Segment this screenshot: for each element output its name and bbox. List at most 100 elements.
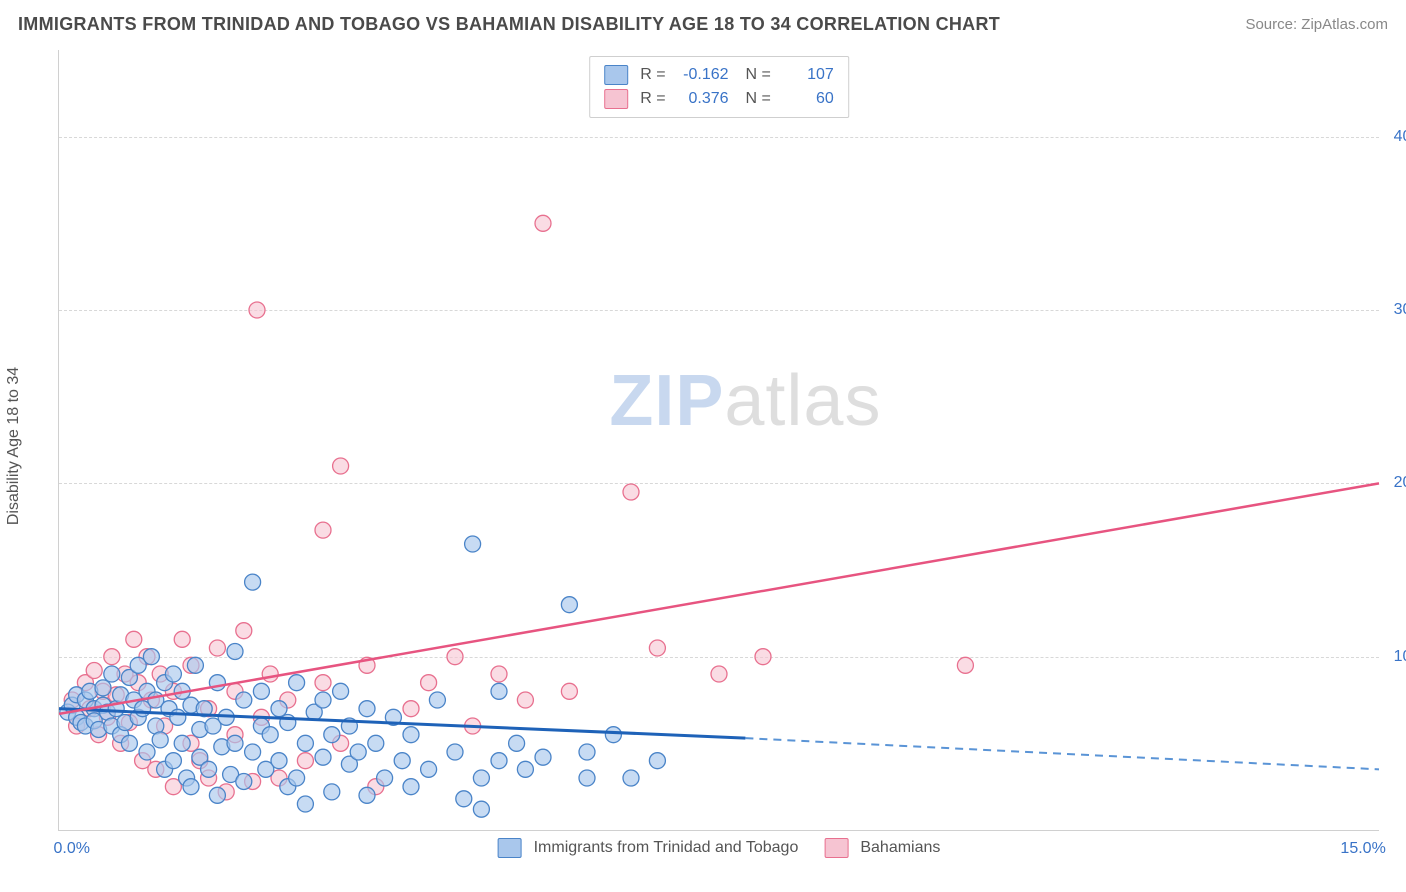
r-value-pink: 0.376 [674, 87, 729, 111]
data-point [324, 784, 340, 800]
legend-item-blue: Immigrants from Trinidad and Tobago [498, 838, 799, 858]
data-point [249, 302, 265, 318]
legend-item-pink: Bahamians [824, 838, 940, 858]
data-point [491, 683, 507, 699]
n-label: N = [737, 87, 771, 111]
legend-swatch-pink-icon [824, 838, 848, 858]
scatter-plot: ZIPatlas 10.0%20.0%30.0%40.0% R = -0.162… [58, 50, 1379, 831]
correlation-stats-box: R = -0.162 N = 107 R = 0.376 N = 60 [589, 56, 849, 118]
x-tick-max: 15.0% [1340, 840, 1385, 858]
data-point [421, 675, 437, 691]
stats-row-pink: R = 0.376 N = 60 [604, 87, 834, 111]
data-point [324, 727, 340, 743]
data-point [245, 574, 261, 590]
data-point [170, 709, 186, 725]
data-point [245, 744, 261, 760]
data-point [236, 692, 252, 708]
stats-row-blue: R = -0.162 N = 107 [604, 63, 834, 87]
data-point [165, 753, 181, 769]
data-point [394, 753, 410, 769]
data-point [139, 744, 155, 760]
data-point [473, 801, 489, 817]
data-point [315, 522, 331, 538]
data-point [368, 735, 384, 751]
data-point [289, 770, 305, 786]
data-point [623, 770, 639, 786]
data-point [517, 692, 533, 708]
data-point [187, 657, 203, 673]
data-point [201, 761, 217, 777]
data-point [95, 680, 111, 696]
data-point [711, 666, 727, 682]
data-point [491, 666, 507, 682]
data-point [447, 649, 463, 665]
data-point [165, 666, 181, 682]
data-point [623, 484, 639, 500]
data-point [421, 761, 437, 777]
data-point [262, 666, 278, 682]
data-point [605, 727, 621, 743]
data-point [403, 727, 419, 743]
source-attribution: Source: ZipAtlas.com [1245, 16, 1388, 33]
data-point [174, 735, 190, 751]
data-point [509, 735, 525, 751]
r-label: R = [640, 87, 665, 111]
data-point [456, 791, 472, 807]
data-point [517, 761, 533, 777]
data-point [236, 623, 252, 639]
data-point [209, 640, 225, 656]
y-tick-label: 20.0% [1384, 474, 1406, 492]
data-point [649, 753, 665, 769]
y-axis-label: Disability Age 18 to 34 [5, 367, 23, 525]
data-point [297, 796, 313, 812]
data-point [253, 683, 269, 699]
data-point [143, 649, 159, 665]
x-tick-min: 0.0% [54, 840, 90, 858]
data-point [174, 631, 190, 647]
n-value-pink: 60 [779, 87, 834, 111]
data-point [183, 779, 199, 795]
n-label: N = [737, 63, 771, 87]
data-point [315, 675, 331, 691]
data-point [315, 692, 331, 708]
data-point [359, 787, 375, 803]
data-point [579, 770, 595, 786]
legend: Immigrants from Trinidad and Tobago Baha… [498, 838, 941, 858]
data-point [121, 735, 137, 751]
data-point [755, 649, 771, 665]
data-point [561, 683, 577, 699]
data-point [535, 749, 551, 765]
r-value-blue: -0.162 [674, 63, 729, 87]
data-point [561, 597, 577, 613]
data-point [271, 701, 287, 717]
data-point [104, 666, 120, 682]
data-point [333, 458, 349, 474]
data-point [579, 744, 595, 760]
data-point [289, 675, 305, 691]
legend-label-blue: Immigrants from Trinidad and Tobago [534, 839, 799, 857]
data-point [104, 649, 120, 665]
data-point [271, 753, 287, 769]
y-tick-label: 30.0% [1384, 301, 1406, 319]
swatch-blue-icon [604, 65, 628, 85]
data-point [429, 692, 445, 708]
data-point [403, 779, 419, 795]
n-value-blue: 107 [779, 63, 834, 87]
data-point [957, 657, 973, 673]
data-point [297, 735, 313, 751]
data-point [403, 701, 419, 717]
chart-title: IMMIGRANTS FROM TRINIDAD AND TOBAGO VS B… [18, 14, 1000, 35]
legend-swatch-blue-icon [498, 838, 522, 858]
data-point [359, 701, 375, 717]
data-point [315, 749, 331, 765]
swatch-pink-icon [604, 89, 628, 109]
data-point [447, 744, 463, 760]
data-point [227, 643, 243, 659]
trend-line-blue-extrapolated [745, 738, 1379, 769]
data-point [152, 732, 168, 748]
data-point [535, 215, 551, 231]
data-point [227, 735, 243, 751]
data-point [209, 787, 225, 803]
data-point [465, 536, 481, 552]
data-point [126, 631, 142, 647]
